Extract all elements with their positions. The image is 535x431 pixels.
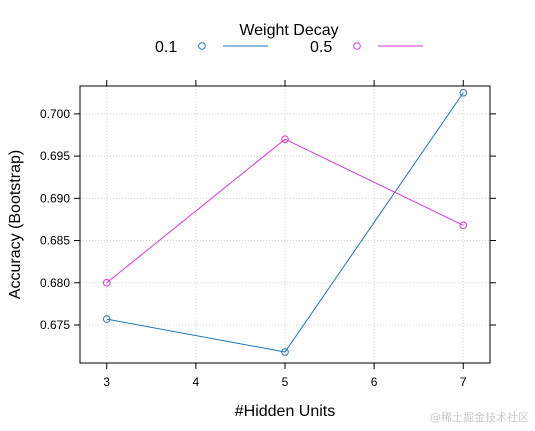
legend-marker [353, 42, 361, 50]
legend-label: 0.5 [310, 39, 332, 56]
legend-label: 0.1 [155, 39, 177, 56]
legend: Weight Decay 0.1 0.5 [155, 22, 423, 56]
legend-title: Weight Decay [239, 22, 338, 39]
y-tick-label: 0.695 [40, 149, 70, 163]
plot-panel-border [79, 85, 491, 364]
data-point-0.5 [102, 278, 111, 287]
x-tick-label: 5 [282, 375, 289, 389]
axis-ticks: 3 4 5 6 7 0.675 0.680 0.685 0.690 0.695 0.700 [40, 80, 496, 389]
series-layer [102, 88, 468, 356]
data-point-0.1 [281, 348, 289, 356]
series-line-0.1 [106, 92, 464, 353]
data-point-0.5 [459, 221, 468, 230]
watermark: @稀土掘金技术社区 [430, 411, 529, 424]
y-tick-label: 0.680 [40, 276, 70, 290]
axis-labels: #Hidden Units Accuracy (Bootstrap) [7, 150, 335, 420]
grid-lines [80, 86, 490, 363]
x-axis-label: #Hidden Units [235, 403, 336, 420]
data-point-0.5 [281, 135, 289, 144]
data-point-0.1 [459, 88, 468, 97]
y-axis-label: Accuracy (Bootstrap) [7, 150, 24, 299]
x-tick-label: 4 [193, 375, 200, 389]
y-tick-label: 0.685 [40, 234, 70, 248]
x-tick-label: 7 [460, 375, 467, 389]
series-line-0.5 [106, 138, 464, 284]
y-tick-label: 0.700 [40, 107, 70, 121]
x-tick-label: 6 [371, 375, 378, 389]
y-tick-label: 0.690 [40, 191, 70, 205]
y-tick-label: 0.675 [40, 318, 70, 332]
x-tick-label: 3 [103, 375, 110, 389]
legend-marker [198, 42, 206, 50]
data-point-0.1 [102, 315, 111, 323]
